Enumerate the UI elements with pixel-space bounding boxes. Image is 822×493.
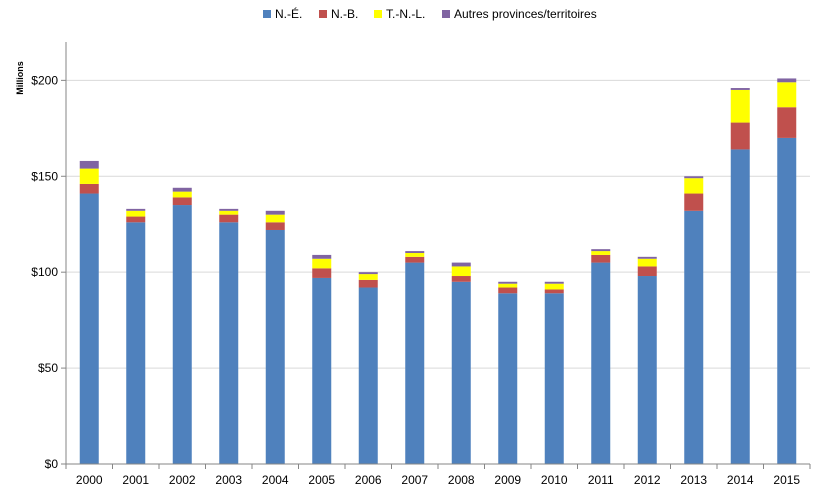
bar-segment (265, 229, 285, 464)
bar-segment (498, 281, 518, 284)
bar-segment (358, 287, 378, 464)
bar-segment (405, 262, 425, 464)
legend: N.-É. N.-B. T.-N.-L. Autres provinces/terri… (263, 6, 597, 21)
bar-segment (684, 176, 704, 179)
bars (79, 78, 797, 464)
bar-segment (405, 253, 425, 257)
x-tick-label: 2003 (215, 473, 242, 487)
x-tick-label: 2007 (401, 473, 428, 487)
bar-segment (126, 222, 146, 464)
y-axis-ticks: $0 $50 $100 $150 $200 (31, 73, 66, 471)
bar-segment (684, 178, 704, 194)
bar-segment (730, 122, 750, 150)
bar-segment (591, 254, 611, 263)
legend-swatch (263, 10, 271, 18)
bar-segment (777, 107, 797, 138)
bar-segment (544, 293, 564, 464)
y-tick-label: $0 (45, 457, 59, 471)
bar-segment (591, 249, 611, 252)
bar-segment (637, 258, 657, 267)
bar-segment (219, 208, 239, 211)
bar-segment (498, 287, 518, 294)
x-tick-label: 2012 (634, 473, 661, 487)
x-axis: 2000 2001 2002 2003 2004 2005 2006 2007 2008 2009… (65, 42, 811, 487)
bar-segment (498, 293, 518, 464)
legend-label: N.-B. (331, 7, 358, 21)
y-tick-label: $50 (38, 361, 58, 375)
bar-segment (451, 266, 471, 277)
bar-segment (172, 191, 192, 198)
bar-segment (265, 210, 285, 215)
x-tick-label: 2001 (122, 473, 149, 487)
bar-segment (451, 276, 471, 282)
bar-segment (312, 258, 332, 269)
bar-segment (544, 283, 564, 290)
x-tick-label: 2013 (680, 473, 707, 487)
bar-segment (544, 289, 564, 294)
x-tick-label: 2002 (169, 473, 196, 487)
bar-segment (730, 88, 750, 90)
bar-segment (777, 82, 797, 108)
bar-segment (777, 78, 797, 83)
bar-segment (126, 210, 146, 217)
x-tick-label: 2004 (262, 473, 289, 487)
y-tick-label: $200 (31, 73, 58, 87)
bar-segment (312, 254, 332, 259)
bar-segment (265, 214, 285, 223)
x-tick-label: 2014 (727, 473, 754, 487)
bar-segment (79, 193, 99, 464)
bar-segment (172, 187, 192, 192)
bar-segment (312, 268, 332, 278)
bar-segment (126, 216, 146, 223)
x-tick-label: 2009 (494, 473, 521, 487)
bar-segment (684, 210, 704, 464)
bar-segment (498, 283, 518, 288)
bar-segment (358, 272, 378, 275)
legend-swatch (442, 10, 450, 18)
bar-segment (684, 193, 704, 211)
bar-segment (637, 266, 657, 277)
legend-swatch (319, 10, 327, 18)
bar-segment (126, 208, 146, 211)
y-axis-label: Millions (15, 61, 25, 95)
x-tick-label: 2005 (308, 473, 335, 487)
bar-segment (591, 251, 611, 255)
bar-segment (358, 274, 378, 280)
bar-segment (637, 256, 657, 259)
x-tick-label: 2015 (773, 473, 800, 487)
x-tick-label: 2011 (588, 473, 614, 487)
bar-segment (219, 210, 239, 215)
bar-segment (172, 205, 192, 464)
bar-segment (312, 277, 332, 464)
y-tick-label: $100 (31, 265, 58, 279)
bar-segment (405, 256, 425, 263)
x-tick-label: 2000 (76, 473, 103, 487)
bar-segment (451, 281, 471, 464)
bar-segment (358, 279, 378, 288)
bar-segment (79, 168, 99, 184)
bar-segment (730, 89, 750, 123)
y-tick-label: $150 (31, 169, 58, 183)
legend-label: N.-É. (275, 6, 302, 21)
bar-segment (219, 222, 239, 464)
legend-label: T.-N.-L. (386, 7, 425, 21)
bar-segment (79, 183, 99, 194)
bar-segment (637, 276, 657, 464)
bar-segment (219, 214, 239, 223)
legend-swatch (374, 10, 382, 18)
bar-segment (451, 262, 471, 267)
x-tick-label: 2006 (355, 473, 382, 487)
legend-label: Autres provinces/territoires (454, 7, 597, 21)
bar-segment (405, 251, 425, 253)
bar-segment (172, 197, 192, 206)
x-tick-label: 2008 (448, 473, 475, 487)
bar-segment (591, 262, 611, 464)
bar-segment (544, 281, 564, 284)
x-tick-label: 2010 (541, 473, 568, 487)
bar-segment (730, 149, 750, 464)
bar-segment (265, 222, 285, 230)
bar-segment (777, 137, 797, 464)
bar-segment (79, 160, 99, 169)
